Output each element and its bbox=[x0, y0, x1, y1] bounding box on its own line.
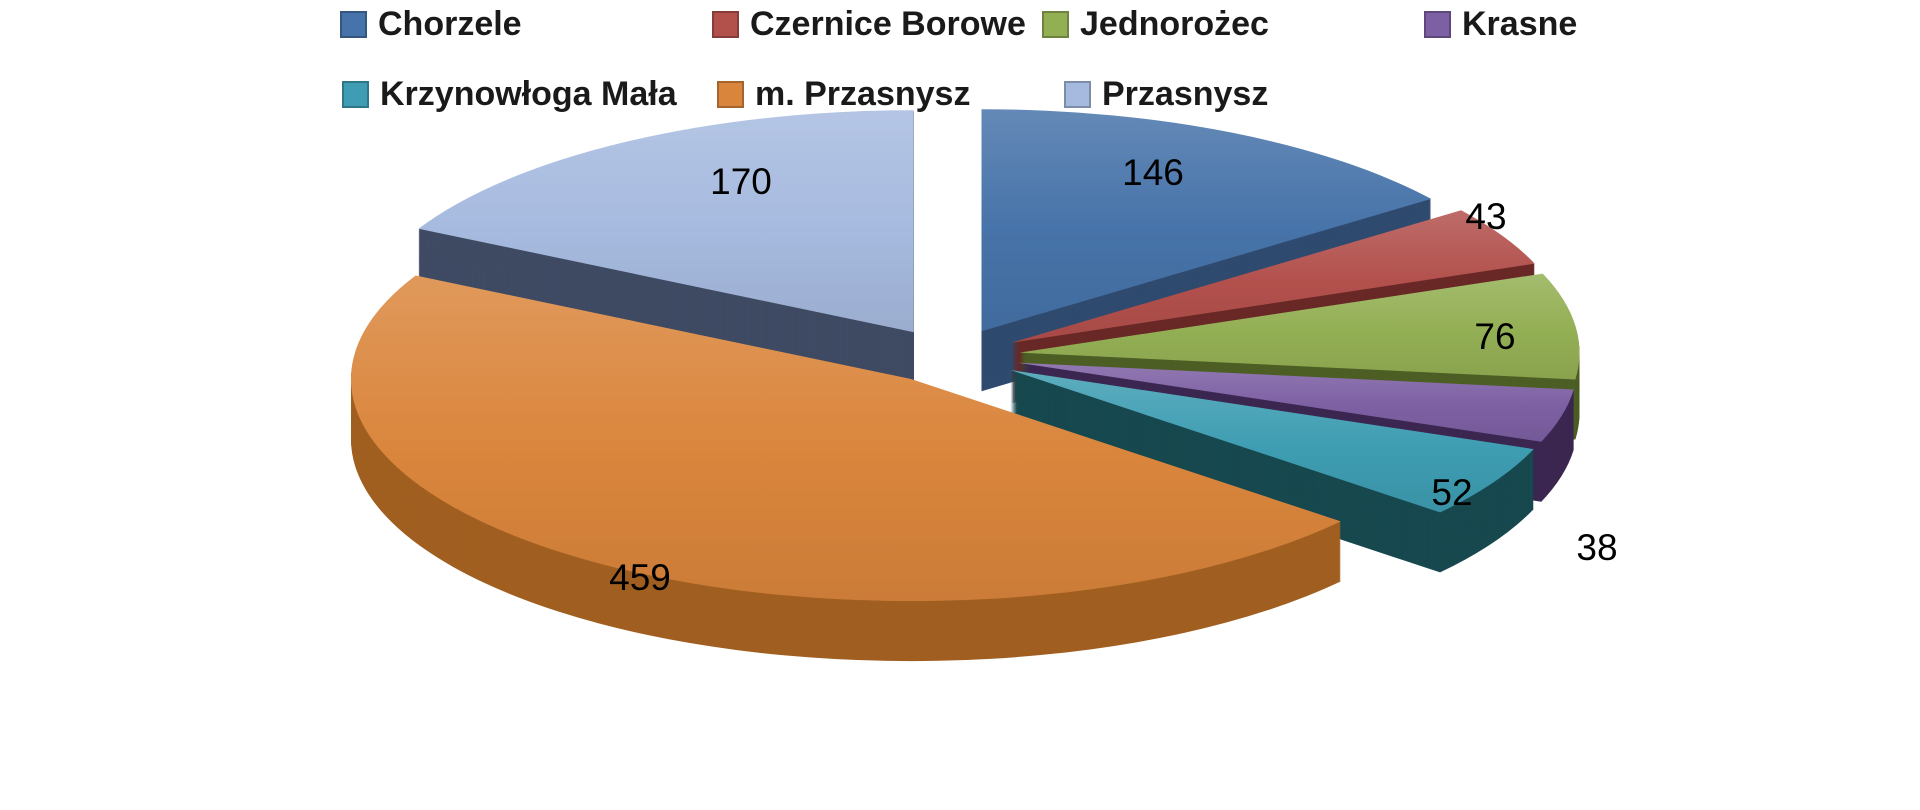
legend-label: Przasnysz bbox=[1102, 75, 1269, 113]
pie-slice-m-przasnysz bbox=[350, 275, 1341, 662]
legend-item-krzynowłoga-mała: Krzynowłoga Mała bbox=[342, 76, 677, 112]
data-label-m-przasnysz: 459 bbox=[609, 557, 671, 598]
legend-item-czernice-borowe: Czernice Borowe bbox=[712, 6, 1026, 42]
legend-color-swatch bbox=[342, 80, 369, 108]
legend-label: Krzynowłoga Mała bbox=[380, 75, 677, 113]
legend-color-swatch bbox=[1064, 80, 1091, 108]
legend-color-swatch bbox=[1042, 10, 1069, 38]
legend-item-jednorożec: Jednorożec bbox=[1042, 6, 1269, 42]
data-label-przasnysz: 170 bbox=[710, 161, 772, 202]
data-label-chorzele: 146 bbox=[1122, 152, 1184, 193]
data-label-czernice-borowe: 43 bbox=[1465, 196, 1506, 237]
legend-item-chorzele: Chorzele bbox=[340, 6, 522, 42]
pie-slice-przasnysz bbox=[418, 110, 914, 393]
data-label-jednorożec: 76 bbox=[1474, 316, 1515, 357]
legend-color-swatch bbox=[712, 10, 739, 38]
legend-color-swatch bbox=[340, 10, 367, 38]
legend-item-m-przasnysz: m. Przasnysz bbox=[717, 76, 970, 112]
data-label-krzynowłoga-mała: 52 bbox=[1431, 472, 1472, 513]
legend-color-swatch bbox=[1424, 10, 1451, 38]
data-label-krasne: 38 bbox=[1576, 527, 1617, 568]
legend-label: Krasne bbox=[1462, 5, 1578, 43]
pie-slice-chorzele bbox=[981, 109, 1432, 392]
legend-label: Jednorożec bbox=[1080, 5, 1269, 43]
legend-item-przasnysz: Przasnysz bbox=[1064, 76, 1268, 112]
legend-color-swatch bbox=[717, 80, 744, 108]
legend-label: m. Przasnysz bbox=[755, 75, 971, 113]
legend-label: Czernice Borowe bbox=[750, 5, 1026, 43]
legend-item-krasne: Krasne bbox=[1424, 6, 1577, 42]
legend-label: Chorzele bbox=[378, 5, 522, 43]
pie-slice-krzynowłoga-mała bbox=[1010, 370, 1534, 573]
